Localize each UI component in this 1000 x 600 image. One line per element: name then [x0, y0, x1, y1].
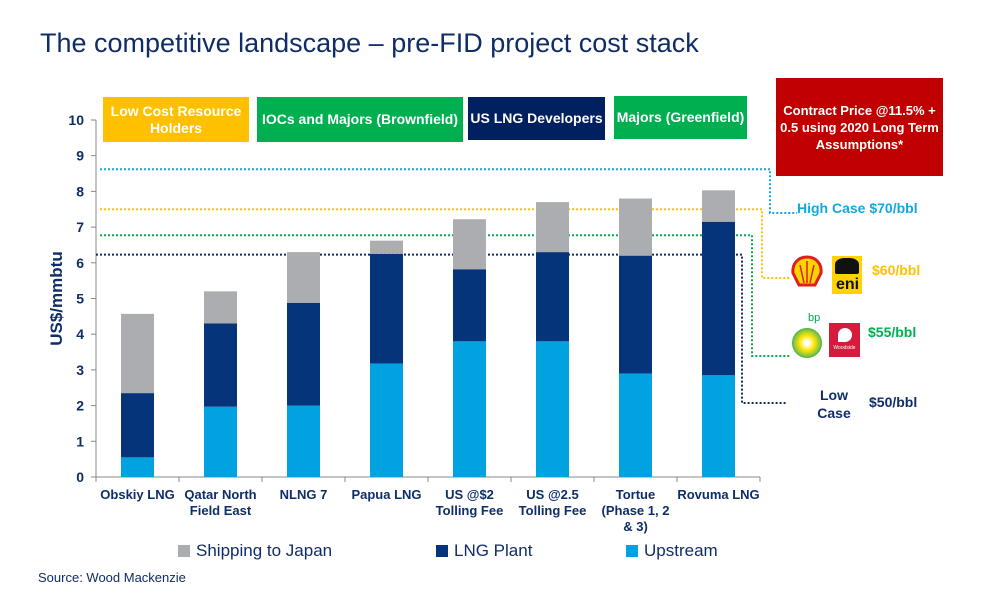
bar-segment-shipping-to-japan [619, 198, 652, 256]
high-case-label: High Case $70/bbl [797, 200, 918, 216]
reference-line [100, 208, 790, 279]
bar-segment-upstream [619, 373, 652, 477]
legend-label-shipping: Shipping to Japan [196, 541, 333, 560]
bar-segment-shipping-to-japan [536, 202, 569, 253]
page-title: The competitive landscape – pre-FID proj… [40, 28, 699, 58]
x-tick-label: US @$2 Tolling Fee [436, 487, 504, 518]
legend-label-upstream: Upstream [644, 541, 718, 560]
legend-label-lng-plant: LNG Plant [454, 541, 533, 560]
group-low-cost-resource-holders: Low Cost Resource Holders [103, 97, 249, 142]
y-tick-label: 5 [76, 291, 84, 307]
y-tick-label: 3 [76, 362, 84, 378]
group-majors-greenfield: Majors (Greenfield) [614, 96, 747, 139]
bar-segment-shipping-to-japan [121, 313, 154, 394]
legend-item-upstream: Upstream [626, 541, 718, 561]
bar-segment-upstream [370, 363, 403, 477]
group-iocs-majors-brownfield: IOCs and Majors (Brownfield) [257, 97, 463, 142]
x-tick-label: NLNG 7 [280, 487, 328, 502]
y-tick-label: 10 [68, 112, 84, 128]
bar-segment-upstream [453, 341, 486, 477]
x-tick-label: US @2.5 Tolling Fee [519, 487, 587, 518]
x-tick-label: Rovuma LNG [677, 487, 759, 502]
bar-segment-lng-plant [204, 323, 237, 407]
legend-item-shipping: Shipping to Japan [178, 541, 332, 561]
case-55-label: $55/bbl [868, 324, 917, 340]
legend-swatch-shipping [178, 545, 190, 557]
bar-segment-shipping-to-japan [287, 252, 320, 303]
y-tick-label: 1 [76, 433, 84, 449]
case-50-label: $50/bbl [869, 394, 918, 410]
bar-segment-upstream [121, 457, 154, 477]
bar-segment-shipping-to-japan [204, 291, 237, 324]
y-tick-label: 0 [76, 469, 84, 485]
reference-line [96, 253, 787, 404]
reference-line [100, 234, 790, 357]
shell-logo [791, 255, 823, 287]
case-60-label: $60/bbl [872, 262, 921, 278]
y-tick-label: 8 [76, 183, 84, 199]
y-tick-label: 9 [76, 148, 84, 164]
legend-swatch-upstream [626, 545, 638, 557]
bar-segment-shipping-to-japan [453, 219, 486, 270]
bar-segment-shipping-to-japan [370, 240, 403, 254]
bar-segment-lng-plant [536, 252, 569, 342]
bar-segment-lng-plant [370, 253, 403, 364]
woodside-logo: Woodside [829, 323, 860, 357]
x-tick-label: Papua LNG [351, 487, 421, 502]
x-tick-label: Tortue (Phase 1, 2 & 3) [602, 487, 670, 534]
bar-segment-lng-plant [453, 269, 486, 342]
reference-line [100, 168, 797, 214]
eni-logo: eni [832, 256, 862, 294]
bar-segment-lng-plant [121, 393, 154, 458]
x-tick-label: Obskiy LNG [100, 487, 174, 502]
source-note: Source: Wood Mackenzie [38, 570, 186, 585]
y-tick-label: 7 [76, 219, 84, 235]
x-tick-label: Qatar North Field East [184, 487, 256, 518]
bar-segment-upstream [287, 405, 320, 477]
y-axis-label: US$/mmbtu [47, 251, 66, 345]
contract-price-box: Contract Price @11.5% + 0.5 using 2020 L… [776, 78, 943, 176]
legend-swatch-lng-plant [436, 545, 448, 557]
bar-segment-lng-plant [619, 255, 652, 374]
y-tick-label: 2 [76, 398, 84, 414]
bar-segment-upstream [702, 375, 735, 477]
group-us-lng-developers: US LNG Developers [468, 97, 605, 140]
bar-segment-upstream [204, 406, 237, 477]
y-tick-label: 6 [76, 255, 84, 271]
bar-segment-lng-plant [702, 221, 735, 376]
bar-segment-lng-plant [287, 302, 320, 406]
legend-item-lng-plant: LNG Plant [436, 541, 532, 561]
bp-logo: bp [790, 312, 830, 368]
low-case-label: Low Case [817, 387, 851, 421]
bar-segment-upstream [536, 341, 569, 477]
y-tick-label: 4 [76, 326, 84, 342]
bar-segment-shipping-to-japan [702, 190, 735, 222]
